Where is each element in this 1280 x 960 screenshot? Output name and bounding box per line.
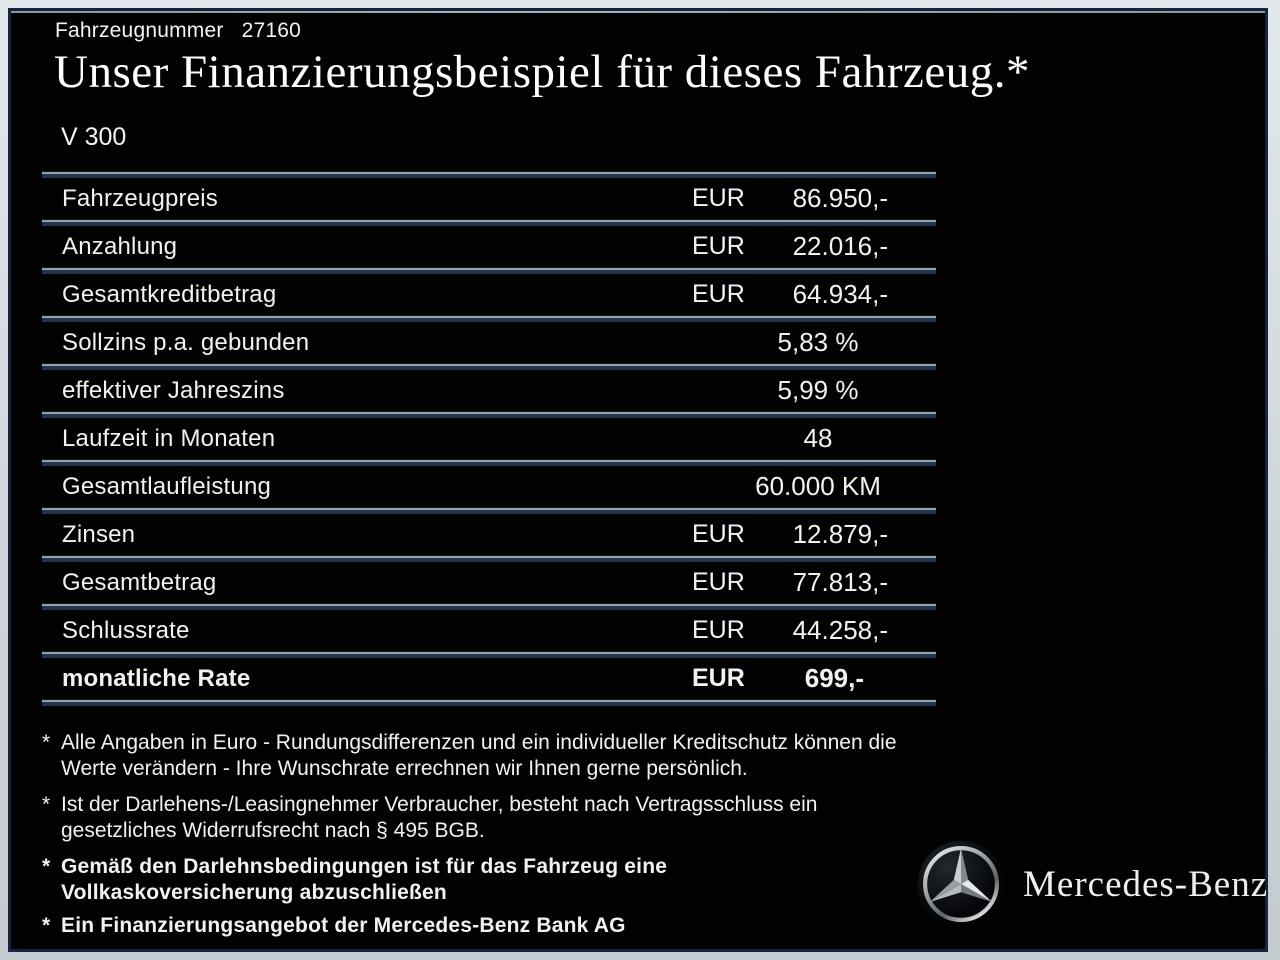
row-value: 60.000 KM — [684, 471, 936, 502]
value-amount: 86.950,- — [792, 183, 888, 213]
table-row: Sollzins p.a. gebunden 5,83 % — [42, 322, 936, 363]
content-area: Fahrzeugnummer 27160 Unser Finanzierungs… — [8, 8, 1268, 952]
row-label: Anzahlung — [62, 232, 178, 260]
footnote: * Ist der Darlehens-/Leasingnehmer Verbr… — [42, 792, 962, 844]
table-row: Schlussrate EUR 44.258,- — [42, 610, 936, 651]
value-currency: EUR — [692, 568, 745, 596]
table-row: Anzahlung EUR 22.016,- — [42, 226, 936, 267]
table-separator — [42, 699, 936, 706]
row-value: EUR 12.879,- — [684, 519, 936, 550]
footnote: * Alle Angaben in Euro - Rundungsdiffere… — [42, 730, 962, 782]
brand-wordmark: Mercedes-Benz — [1023, 863, 1269, 905]
row-value: EUR 86.950,- — [684, 183, 936, 214]
table-row: Zinsen EUR 12.879,- — [42, 514, 936, 555]
footnote-line: Werte verändern - Ihre Wunschrate errech… — [61, 757, 748, 780]
row-value: 5,83 % — [684, 327, 936, 358]
value-currency: EUR — [692, 520, 745, 548]
value-currency: EUR — [692, 664, 745, 692]
brand-block: Mercedes-Benz — [915, 838, 1268, 930]
value-amount: 699,- — [804, 663, 864, 693]
footnote-marker: * — [42, 914, 51, 937]
row-label: monatliche Rate — [62, 664, 251, 692]
value-currency: EUR — [692, 280, 745, 308]
footnote: * Ein Finanzierungsangebot der Mercedes-… — [42, 913, 962, 939]
value-plain: 48 — [803, 423, 833, 453]
row-label: Schlussrate — [62, 616, 190, 644]
footnote-marker: * — [42, 793, 51, 816]
value-amount: 44.258,- — [792, 615, 888, 645]
table-separator — [42, 363, 936, 370]
mercedes-star-icon — [917, 840, 1005, 928]
vehicle-number-label: Fahrzeugnummer — [55, 19, 224, 42]
row-value: EUR 699,- — [684, 663, 936, 694]
footnote-marker: * — [42, 731, 51, 754]
table-row: Gesamtkreditbetrag EUR 64.934,- — [42, 274, 936, 315]
value-currency: EUR — [692, 616, 745, 644]
table-separator — [42, 219, 936, 226]
page-title: Unser Finanzierungsbeispiel für dieses F… — [54, 46, 1030, 98]
footnote-marker: * — [42, 855, 51, 878]
table-separator — [42, 651, 936, 658]
footnote-text: Alle Angaben in Euro - Rundungsdifferenz… — [61, 730, 897, 782]
footnote-line: Ist der Darlehens-/Leasingnehmer Verbrau… — [61, 793, 818, 816]
value-amount: 77.813,- — [792, 567, 888, 597]
row-label: Gesamtbetrag — [62, 568, 217, 596]
value-amount: 22.016,- — [792, 231, 888, 261]
table-separator — [42, 555, 936, 562]
row-label: Laufzeit in Monaten — [62, 424, 276, 452]
footnote: * Gemäß den Darlehnsbedingungen ist für … — [42, 854, 962, 906]
row-value: EUR 64.934,- — [684, 279, 936, 310]
table-row: Gesamtbetrag EUR 77.813,- — [42, 562, 936, 603]
row-value: 48 — [684, 423, 936, 454]
value-amount: 64.934,- — [792, 279, 888, 309]
row-value: 5,99 % — [684, 375, 936, 406]
footnotes: * Alle Angaben in Euro - Rundungsdiffere… — [42, 730, 962, 946]
table-separator — [42, 459, 936, 466]
value-currency: EUR — [692, 232, 745, 260]
footnote-line: Vollkaskoversicherung abzuschließen — [61, 881, 447, 904]
table-separator — [42, 603, 936, 610]
row-label: Gesamtkreditbetrag — [62, 280, 277, 308]
table-separator — [42, 267, 936, 274]
financing-table: Fahrzeugpreis EUR 86.950,- Anzahlung EUR 2… — [42, 171, 936, 706]
table-separator — [42, 171, 936, 178]
table-separator — [42, 411, 936, 418]
vehicle-number-value: 27160 — [241, 19, 301, 42]
value-plain: 60.000 KM — [755, 471, 881, 501]
footnote-text: Gemäß den Darlehnsbedingungen ist für da… — [61, 854, 667, 906]
footnote-text: Ein Finanzierungsangebot der Mercedes-Be… — [61, 913, 626, 939]
footnote-line: Alle Angaben in Euro - Rundungsdifferenz… — [61, 731, 897, 754]
row-label: Zinsen — [62, 520, 136, 548]
table-separator — [42, 507, 936, 514]
row-label: effektiver Jahreszins — [62, 376, 285, 404]
value-amount: 12.879,- — [792, 519, 888, 549]
vehicle-model: V 300 — [61, 123, 127, 151]
table-separator — [42, 315, 936, 322]
footnote-line: Ein Finanzierungsangebot der Mercedes-Be… — [61, 914, 626, 937]
value-plain: 5,99 % — [777, 375, 859, 405]
row-label: Sollzins p.a. gebunden — [62, 328, 310, 356]
vehicle-number: Fahrzeugnummer 27160 — [55, 19, 301, 43]
table-row: effektiver Jahreszins 5,99 % — [42, 370, 936, 411]
table-row: monatliche Rate EUR 699,- — [42, 658, 936, 699]
row-value: EUR 22.016,- — [684, 231, 936, 262]
footnote-line: Gemäß den Darlehnsbedingungen ist für da… — [61, 855, 668, 878]
table-row: Gesamtlaufleistung 60.000 KM — [42, 466, 936, 507]
value-currency: EUR — [692, 184, 745, 212]
row-value: EUR 77.813,- — [684, 567, 936, 598]
row-value: EUR 44.258,- — [684, 615, 936, 646]
value-plain: 5,83 % — [777, 327, 859, 357]
footnote-line: gesetzliches Widerrufsrecht nach § 495 B… — [61, 819, 485, 842]
table-row: Fahrzeugpreis EUR 86.950,- — [42, 178, 936, 219]
table-row: Laufzeit in Monaten 48 — [42, 418, 936, 459]
row-label: Gesamtlaufleistung — [62, 472, 272, 500]
row-label: Fahrzeugpreis — [62, 184, 219, 212]
footnote-text: Ist der Darlehens-/Leasingnehmer Verbrau… — [61, 792, 817, 844]
